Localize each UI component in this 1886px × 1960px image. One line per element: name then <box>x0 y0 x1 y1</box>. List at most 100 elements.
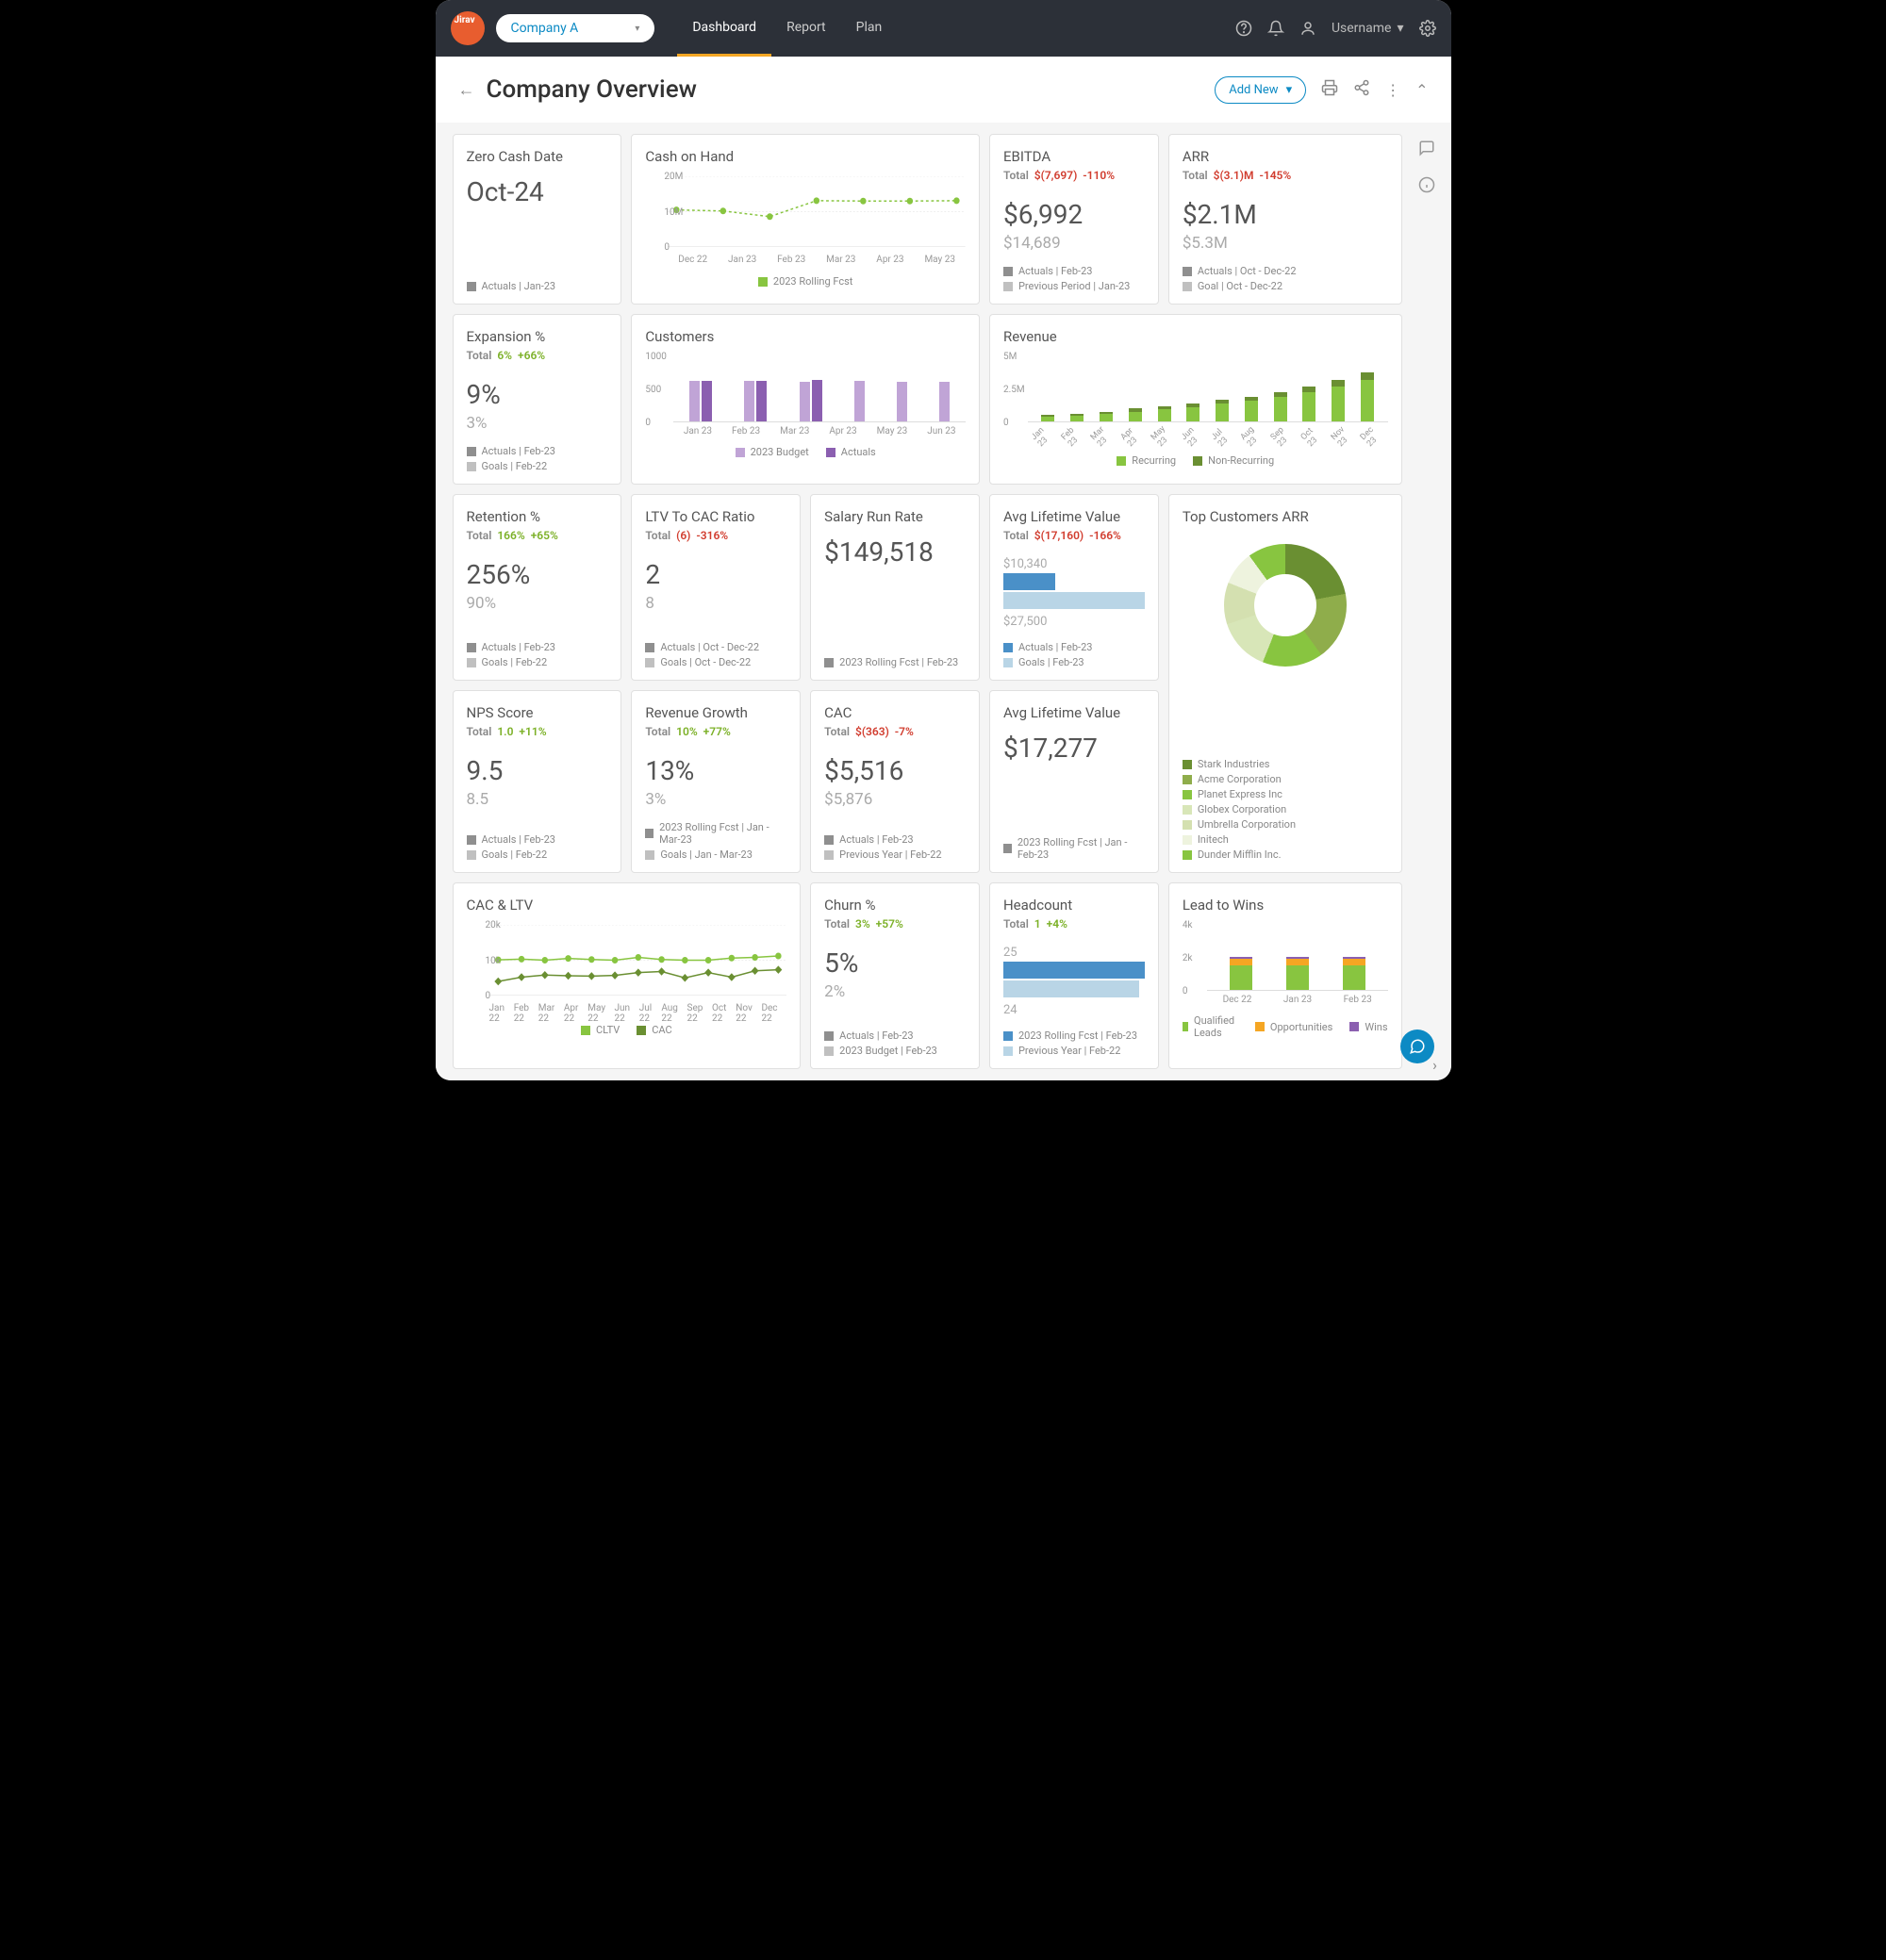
comment-icon[interactable] <box>1418 140 1435 161</box>
card-secondary: 2% <box>824 982 966 1001</box>
legend-item: Recurring <box>1117 454 1176 467</box>
card-title: LTV To CAC Ratio <box>645 508 786 525</box>
add-new-button[interactable]: Add New ▾ <box>1215 76 1306 104</box>
add-new-label: Add New <box>1229 83 1278 97</box>
legend-item: Stark Industries <box>1183 758 1388 770</box>
chevron-down-icon: ▾ <box>1397 21 1403 36</box>
page-title: Company Overview <box>487 75 697 104</box>
topbar: Company A ▾ Dashboard Report Plan Userna… <box>436 0 1451 57</box>
legend-item: Qualified Leads <box>1183 1014 1238 1039</box>
legend-item: 2023 Rolling Fcst | Jan - Feb-23 <box>1003 836 1145 861</box>
gear-icon[interactable] <box>1419 20 1436 37</box>
company-selector[interactable]: Company A ▾ <box>496 14 655 42</box>
legend-item: Goals | Feb-22 <box>467 460 608 472</box>
card-title: Zero Cash Date <box>467 148 608 165</box>
card-value: $6,992 <box>1003 199 1145 230</box>
card-title: Cash on Hand <box>645 148 966 165</box>
collapse-icon[interactable]: ⌃ <box>1415 81 1428 99</box>
kpi-card[interactable]: Revenue Growth Total 10% +77% 13% 3% 202… <box>631 690 801 873</box>
legend-item: Actuals | Feb-23 <box>1003 641 1145 653</box>
card-title: CAC <box>824 704 966 721</box>
card-title: Revenue <box>1003 328 1388 345</box>
bell-icon[interactable] <box>1267 20 1284 37</box>
card-value: 13% <box>645 755 786 786</box>
chart-card[interactable]: Customers 10005000 Jan 23Feb 23Mar 23Apr… <box>631 314 980 485</box>
legend-item: Goals | Jan - Mar-23 <box>645 848 786 861</box>
user-icon[interactable] <box>1299 20 1316 37</box>
card-value: 5% <box>824 947 966 979</box>
card-secondary: 90% <box>467 594 608 613</box>
card-title: Expansion % <box>467 328 608 345</box>
back-arrow-icon[interactable]: ← <box>458 80 475 100</box>
card-value: Oct-24 <box>467 176 608 207</box>
legend-item: Goal | Oct - Dec-22 <box>1183 280 1388 292</box>
card-title: CAC & LTV <box>467 897 787 914</box>
nav-tabs: Dashboard Report Plan <box>677 1 897 57</box>
kpi-card[interactable]: Salary Run Rate $149,518 2023 Rolling Fc… <box>810 494 980 681</box>
company-name: Company A <box>511 21 579 36</box>
legend-item: Planet Express Inc <box>1183 788 1388 800</box>
kpi-card[interactable]: LTV To CAC Ratio Total (6) -316% 2 8 Act… <box>631 494 801 681</box>
legend-item: Dunder Mifflin Inc. <box>1183 848 1388 861</box>
legend-item: Actuals <box>826 446 876 458</box>
help-icon[interactable] <box>1235 20 1252 37</box>
card-value: 2 <box>645 559 786 590</box>
jirav-logo <box>451 11 485 45</box>
chart-card[interactable]: Lead to Wins 4k2k0 Dec 22Jan 23Feb 23 Qu… <box>1168 882 1402 1069</box>
card-value: 9% <box>467 379 608 410</box>
card-value: $149,518 <box>824 536 966 568</box>
chart-card[interactable]: Revenue 5M2.5M0 Jan 23Feb 23Mar 23Apr 23… <box>989 314 1402 485</box>
kpi-card[interactable]: Retention % Total 166% +65% 256% 90% Act… <box>453 494 622 681</box>
legend-item: 2023 Rolling Fcst | Jan - Mar-23 <box>645 821 786 846</box>
card-value: $5,516 <box>824 755 966 786</box>
info-icon[interactable] <box>1418 176 1435 198</box>
chart-card[interactable]: CAC & LTV 20k10k0 Jan 22Feb 22Mar 22Apr … <box>453 882 802 1069</box>
kpi-card[interactable]: ARR Total $(3.1)M -145% $2.1M $5.3M Actu… <box>1168 134 1402 305</box>
page-header: ← Company Overview Add New ▾ ⋮ ⌃ <box>436 57 1451 123</box>
legend-item: Globex Corporation <box>1183 803 1388 815</box>
tab-plan[interactable]: Plan <box>841 1 898 57</box>
kpi-card[interactable]: Headcount Total 1 +4% 25 24 2023 Rolling… <box>989 882 1159 1069</box>
legend-item: Goals | Feb-22 <box>467 656 608 668</box>
legend-item: 2023 Budget <box>736 446 809 458</box>
card-title: Lead to Wins <box>1183 897 1388 914</box>
more-icon[interactable]: ⋮ <box>1385 81 1400 99</box>
legend-item: Umbrella Corporation <box>1183 818 1388 831</box>
scroll-right-icon[interactable]: › <box>1423 1052 1448 1077</box>
print-icon[interactable] <box>1321 79 1338 100</box>
card-title: Revenue Growth <box>645 704 786 721</box>
card-title: Avg Lifetime Value <box>1003 704 1145 721</box>
legend-item: Initech <box>1183 833 1388 846</box>
legend-item: Actuals | Feb-23 <box>824 1029 966 1042</box>
share-icon[interactable] <box>1353 79 1370 100</box>
right-rail <box>1408 134 1446 1069</box>
card-title: Headcount <box>1003 897 1145 914</box>
kpi-card[interactable]: CAC Total $(363) -7% $5,516 $5,876 Actua… <box>810 690 980 873</box>
tab-dashboard[interactable]: Dashboard <box>677 1 771 57</box>
card-secondary: 3% <box>645 790 786 809</box>
legend-item: Previous Year | Feb-22 <box>824 848 966 861</box>
tab-report[interactable]: Report <box>771 1 841 57</box>
card-title: Retention % <box>467 508 608 525</box>
legend-item: Goals | Oct - Dec-22 <box>645 656 786 668</box>
legend-item: Non-Recurring <box>1193 454 1274 467</box>
legend-item: 2023 Rolling Fcst | Feb-23 <box>1003 1029 1145 1042</box>
kpi-card[interactable]: Zero Cash Date Oct-24 Actuals | Jan-23 <box>453 134 622 305</box>
chart-card[interactable]: Top Customers ARR Stark IndustriesAcme C… <box>1168 494 1402 873</box>
chart-card[interactable]: Cash on Hand 20M10M0 Dec 22Jan 23Feb 23M… <box>631 134 980 305</box>
kpi-card[interactable]: NPS Score Total 1.0 +11% 9.5 8.5 Actuals… <box>453 690 622 873</box>
legend-item: Actuals | Oct - Dec-22 <box>645 641 786 653</box>
kpi-card[interactable]: EBITDA Total $(7,697) -110% $6,992 $14,6… <box>989 134 1159 305</box>
card-secondary: $5.3M <box>1183 234 1388 253</box>
card-secondary: 8.5 <box>467 790 608 809</box>
kpi-card[interactable]: Avg Lifetime Value Total $(17,160) -166%… <box>989 494 1159 681</box>
username-menu[interactable]: Username ▾ <box>1332 21 1404 36</box>
card-title: Customers <box>645 328 966 345</box>
kpi-card[interactable]: Avg Lifetime Value $17,277 2023 Rolling … <box>989 690 1159 873</box>
kpi-card[interactable]: Churn % Total 3% +57% 5% 2% Actuals | Fe… <box>810 882 980 1069</box>
legend-item: Actuals | Jan-23 <box>467 280 608 292</box>
kpi-card[interactable]: Expansion % Total 6% +66% 9% 3% Actuals … <box>453 314 622 485</box>
legend-item: Goals | Feb-22 <box>467 848 608 861</box>
card-secondary: 3% <box>467 414 608 433</box>
card-title: Churn % <box>824 897 966 914</box>
